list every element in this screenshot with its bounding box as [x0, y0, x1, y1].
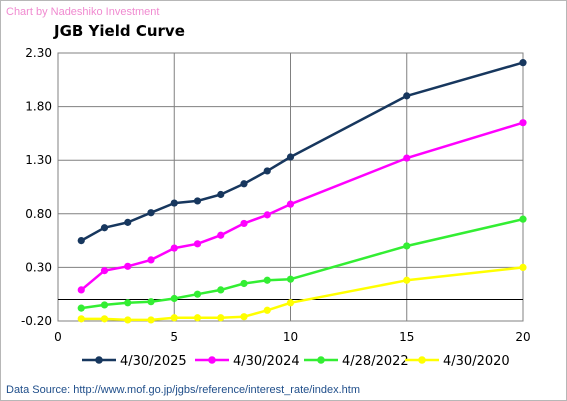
data-point — [147, 256, 155, 264]
data-point — [286, 153, 295, 161]
data-point — [147, 209, 155, 217]
gridlines — [57, 52, 524, 322]
y-tick-label: 0.80 — [25, 207, 52, 221]
legend-label: 4/30/2024 — [233, 354, 300, 369]
data-point — [240, 180, 248, 188]
data-point — [193, 314, 202, 322]
data-point — [403, 276, 411, 284]
legend-label: 4/30/2025 — [120, 354, 187, 369]
x-tick-label: 20 — [515, 330, 530, 344]
data-point — [147, 316, 155, 324]
data-point — [263, 167, 271, 175]
data-point — [100, 267, 109, 275]
data-point — [170, 294, 178, 303]
data-point — [263, 306, 271, 314]
data-point — [170, 199, 178, 207]
data-point — [286, 299, 295, 307]
data-point — [124, 299, 132, 307]
data-point — [100, 224, 109, 232]
y-tick-label: -0.20 — [21, 314, 52, 328]
data-point — [263, 276, 271, 284]
data-point — [519, 263, 527, 271]
y-tick-label: 0.30 — [25, 260, 52, 274]
data-point — [286, 275, 295, 283]
data-point — [263, 211, 271, 219]
x-tick-label: 5 — [170, 330, 178, 344]
series-line-2 — [80, 121, 524, 291]
data-point — [217, 314, 225, 322]
data-point — [519, 59, 527, 67]
data-point — [193, 197, 202, 205]
y-tick-label: 2.30 — [25, 46, 52, 60]
data-point — [286, 200, 295, 208]
data-point — [403, 242, 411, 250]
legend-label: 4/28/2022 — [342, 354, 409, 369]
data-point — [77, 315, 85, 323]
data-point — [240, 279, 248, 288]
x-tick-label: 0 — [54, 330, 62, 344]
legend-label: 4/30/2020 — [443, 354, 510, 369]
series-line-3 — [81, 217, 524, 310]
data-point — [124, 316, 132, 324]
chart-title: JGB Yield Curve — [54, 22, 185, 40]
series-lines — [77, 59, 527, 324]
data-point — [403, 154, 411, 162]
data-point — [124, 262, 132, 270]
legend: 4/30/2025 4/30/2024 4/28/2022 4/30/2020 — [82, 354, 510, 369]
data-source-note: Data Source: http://www.mof.go.jp/jgbs/r… — [6, 384, 361, 396]
data-point — [100, 301, 109, 309]
data-point — [170, 314, 178, 322]
data-point — [77, 304, 85, 312]
data-point — [240, 219, 248, 228]
x-tick-label: 15 — [399, 330, 414, 344]
data-point — [217, 286, 225, 294]
data-point — [240, 313, 248, 321]
data-point — [193, 290, 202, 298]
x-tick-label: 10 — [283, 330, 298, 344]
series-line-4 — [81, 266, 524, 322]
axis-ticks: -0.20 0.30 0.80 1.30 1.80 2.30 0 5 10 15 20 — [21, 46, 531, 344]
data-point — [217, 231, 225, 239]
legend-marker — [95, 356, 103, 364]
chart-credit: Chart by Nadeshiko Investment — [6, 6, 160, 18]
legend-marker — [208, 356, 216, 364]
data-point — [217, 190, 225, 199]
data-point — [100, 315, 109, 323]
data-point — [77, 286, 85, 294]
data-point — [124, 218, 132, 226]
data-point — [519, 215, 527, 223]
data-point — [403, 92, 411, 100]
data-point — [170, 244, 178, 252]
data-point — [193, 240, 202, 248]
legend-marker — [317, 356, 325, 364]
data-point — [519, 119, 527, 127]
y-tick-label: 1.30 — [25, 153, 52, 167]
data-point — [147, 298, 155, 306]
legend-marker — [418, 356, 426, 364]
data-point — [77, 237, 85, 245]
y-tick-label: 1.80 — [25, 100, 52, 114]
series-line-1 — [80, 61, 524, 242]
